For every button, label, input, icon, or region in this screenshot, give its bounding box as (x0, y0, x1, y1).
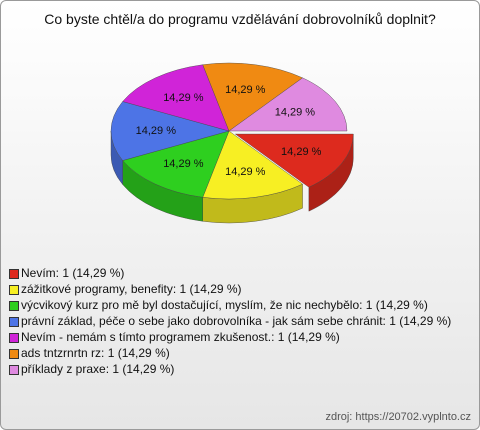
slice-label: 14,29 % (163, 158, 204, 170)
slice (228, 77, 348, 132)
legend-swatch (9, 285, 19, 295)
legend-label: právní základ, péče o sebe jako dobrovol… (21, 314, 452, 328)
legend-swatch (9, 317, 19, 327)
source: zdroj: https://20702.vyplnto.cz (325, 411, 471, 423)
legend-item: Nevím: 1 (14,29 %) (9, 266, 469, 280)
legend-item: právní základ, péče o sebe jako dobrovol… (9, 314, 469, 328)
legend-label: Nevím: 1 (14,29 %) (21, 266, 125, 280)
legend-swatch (9, 301, 19, 311)
slice (202, 62, 303, 132)
legend-swatch (9, 333, 19, 343)
slice-label: 14,29 % (275, 107, 316, 119)
slice (202, 130, 303, 200)
legend-label: ads tntzrnrtn rz: 1 (14,29 %) (21, 346, 170, 360)
legend-item: ads tntzrnrtn rz: 1 (14,29 %) (9, 346, 469, 360)
slice (122, 64, 230, 132)
slice-label: 14,29 % (225, 166, 266, 178)
legend-swatch (9, 269, 19, 279)
legend-label: Nevím - nemám s tímto programem zkušenos… (21, 330, 340, 344)
legend-swatch (9, 349, 19, 359)
slice (122, 130, 230, 198)
legend-label: příklady z praxe: 1 (14,29 %) (21, 362, 175, 376)
legend-item: příklady z praxe: 1 (14,29 %) (9, 362, 469, 376)
legend-label: zážitkové programy, benefity: 1 (14,29 %… (21, 282, 242, 296)
legend-label: výcvikový kurz pro mě byl dostačující, m… (21, 298, 428, 312)
legend-item: výcvikový kurz pro mě byl dostačující, m… (9, 298, 469, 312)
slice-label: 14,29 % (136, 125, 177, 137)
legend-item: zážitkové programy, benefity: 1 (14,29 %… (9, 282, 469, 296)
legend-swatch (9, 365, 19, 375)
chart-title: Co byste chtěl/a do programu vzdělávání … (44, 11, 436, 27)
slice-label: 14,29 % (281, 146, 322, 158)
pie: 14,29 % 14,29 % 14,29 % 14,29 % 14,29 % 14,29… (110, 62, 354, 224)
slice (234, 133, 354, 188)
slice-label: 14,29 % (163, 92, 204, 104)
slice (110, 101, 230, 161)
legend: Nevím: 1 (14,29 %) zážitkové programy, be… (9, 266, 469, 378)
slice-label: 14,29 % (225, 84, 266, 96)
legend-item: Nevím - nemám s tímto programem zkušenos… (9, 330, 469, 344)
